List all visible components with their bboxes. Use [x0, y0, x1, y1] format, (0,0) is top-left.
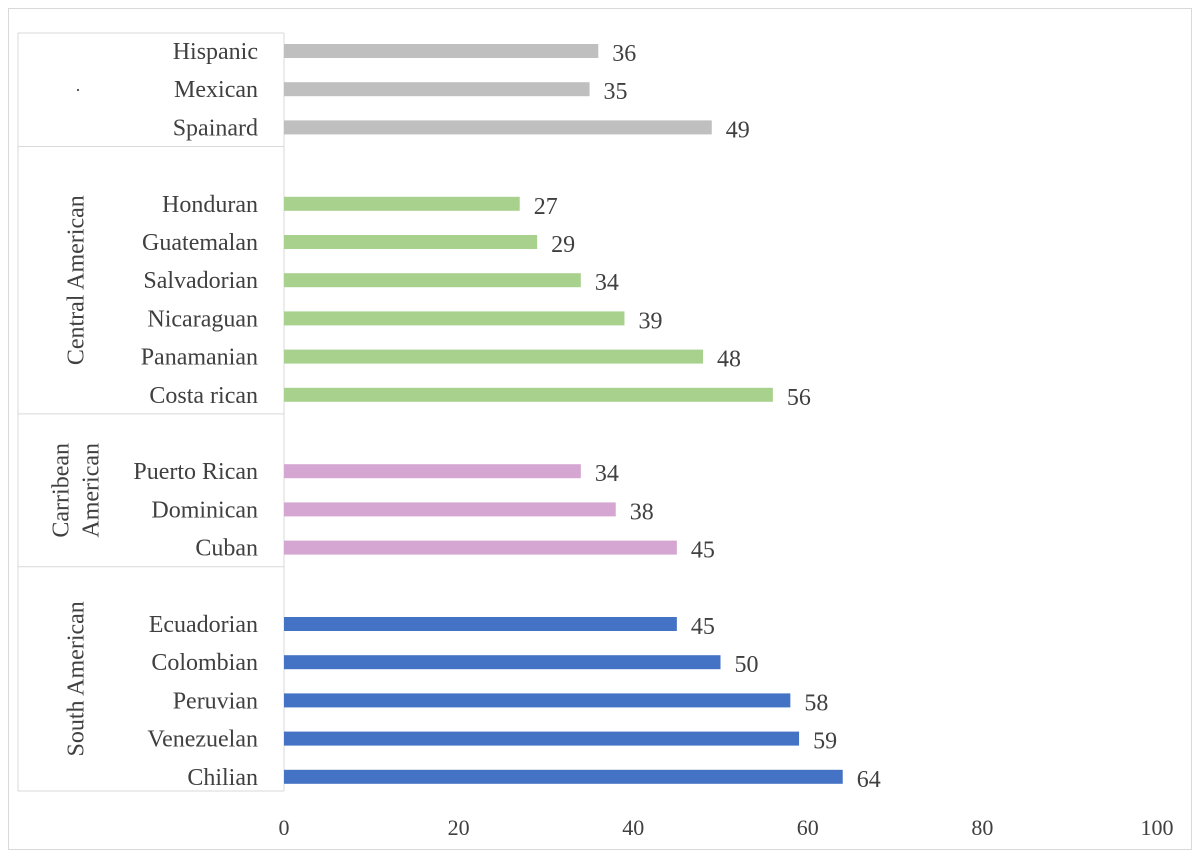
bar-dominican [284, 502, 616, 517]
group-label: Carribean [49, 443, 75, 538]
x-tick-label: 100 [1141, 815, 1174, 840]
bar-nicaraguan [284, 311, 625, 326]
data-label: 27 [534, 194, 558, 220]
data-label: 48 [717, 347, 741, 373]
category-label: Cuban [195, 536, 258, 562]
category-label: Ecuadorian [149, 612, 258, 638]
bar-guatemalan [284, 235, 538, 249]
category-label: Panamanian [141, 345, 258, 371]
group-label: American [79, 443, 105, 538]
data-label: 45 [691, 538, 715, 564]
bar-salvadorian [284, 273, 581, 288]
category-label: Nicaraguan [147, 306, 258, 332]
bar-venezuelan [284, 731, 800, 746]
category-label: Puerto Rican [133, 459, 258, 485]
bar-chilian [284, 769, 843, 784]
category-label: Peruvian [173, 688, 258, 714]
x-tick-label: 60 [797, 815, 819, 840]
data-label: 36 [612, 41, 636, 67]
category-label: Spainard [173, 115, 258, 141]
category-label: Chilian [187, 765, 258, 791]
data-label: 56 [787, 385, 811, 411]
data-label: 49 [726, 117, 750, 143]
bar-hispanic [284, 44, 599, 58]
data-label: 58 [804, 690, 828, 716]
category-label: Mexican [174, 77, 258, 103]
category-label: Venezuelan [147, 727, 258, 753]
x-tick-label: 0 [279, 815, 290, 840]
data-label: 64 [857, 767, 881, 793]
bar-peruvian [284, 693, 791, 708]
data-label: 39 [638, 308, 662, 334]
category-label: Honduran [162, 192, 258, 218]
bar-honduran [284, 196, 520, 211]
data-label: 45 [691, 614, 715, 640]
x-tick-label: 80 [971, 815, 993, 840]
data-label: 59 [813, 729, 837, 755]
bar-mexican [284, 82, 590, 97]
category-label: Hispanic [173, 39, 258, 65]
data-label: 38 [630, 499, 654, 525]
bar-spainard [284, 120, 712, 135]
x-tick-label: 40 [622, 815, 644, 840]
category-label: Guatemalan [142, 230, 258, 256]
category-label: Salvadorian [143, 268, 258, 294]
group-label-mark: · [75, 80, 81, 100]
bar-ecuadorian [284, 617, 677, 631]
bar-cuban [284, 540, 677, 555]
group-label: Central American [64, 195, 90, 365]
category-label: Dominican [151, 497, 258, 523]
data-label: 34 [595, 270, 619, 296]
data-label: 50 [735, 652, 759, 678]
category-label: Costa rican [149, 383, 258, 409]
data-label: 35 [604, 79, 628, 105]
bar-panamanian [284, 349, 704, 364]
category-label: Colombian [151, 650, 258, 676]
bar-costa-rican [284, 387, 773, 402]
bar-puerto-rican [284, 464, 581, 479]
data-label: 34 [595, 461, 619, 487]
x-tick-label: 20 [448, 815, 470, 840]
bar-colombian [284, 655, 721, 670]
data-label: 29 [551, 232, 575, 258]
group-label: South American [64, 601, 90, 756]
chart-frame [8, 8, 1192, 850]
